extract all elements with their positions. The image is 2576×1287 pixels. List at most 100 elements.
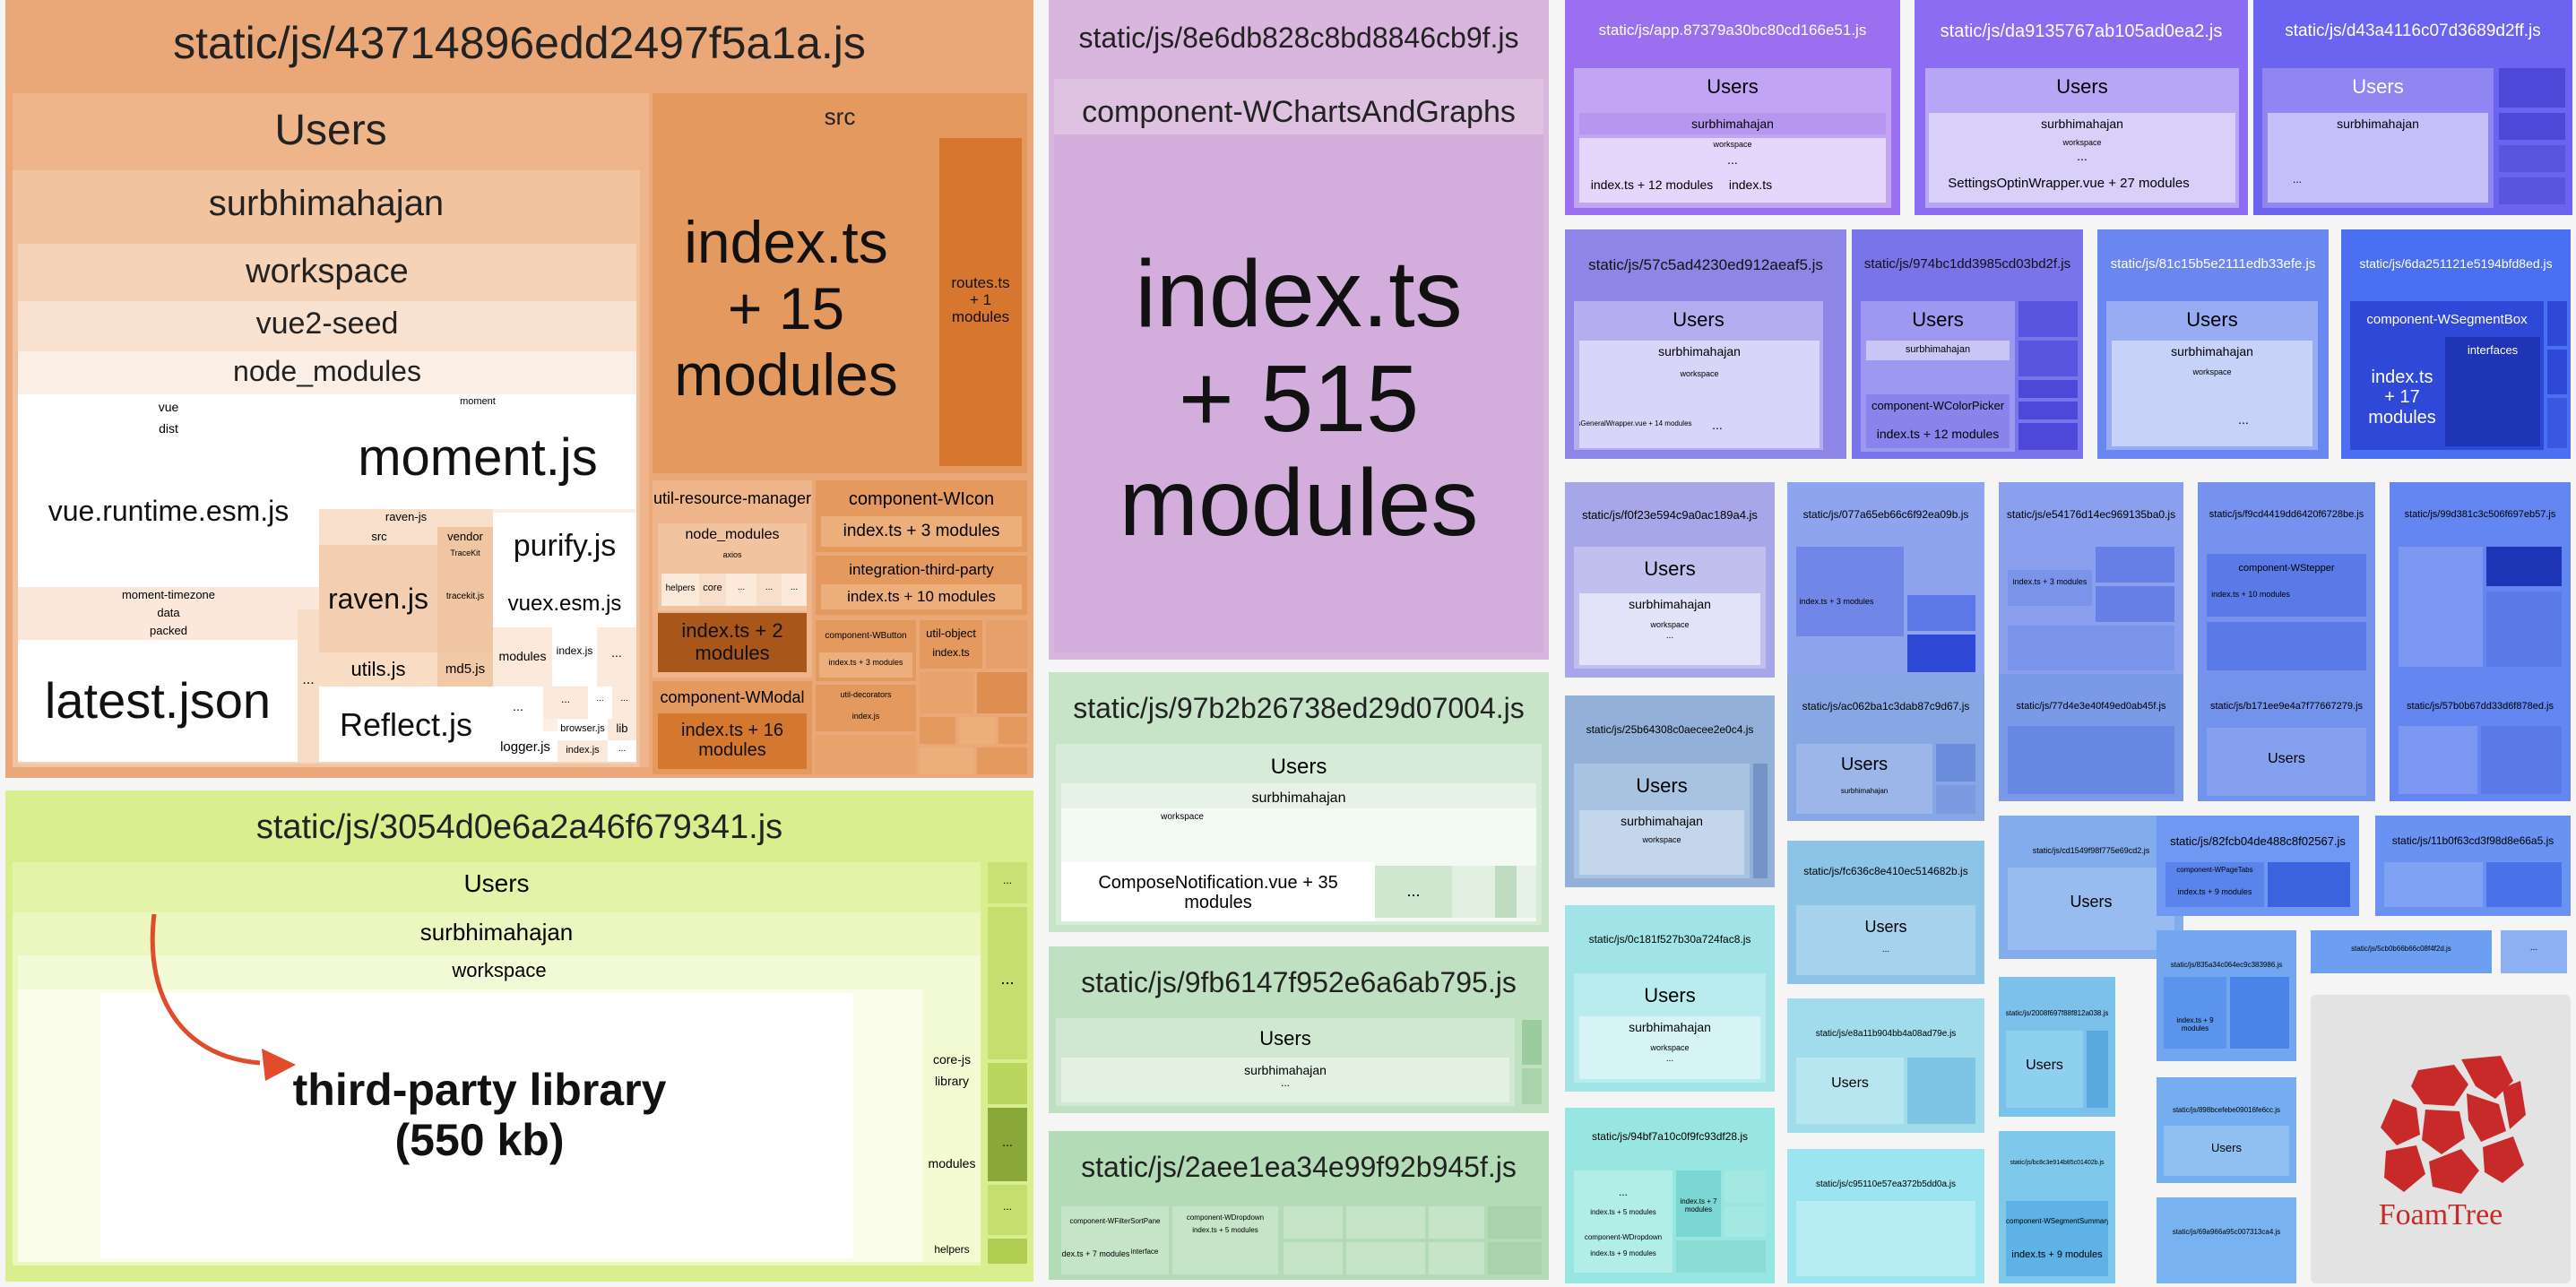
module-browser[interactable]: browser.js — [558, 719, 608, 740]
group-segment-summary[interactable]: component-WSegmentSummary index.ts + 9 m… — [2006, 1201, 2108, 1276]
module-other[interactable] — [988, 1063, 1027, 1104]
module-other[interactable] — [1796, 640, 1904, 672]
module-other[interactable] — [2096, 586, 2174, 622]
module-other[interactable] — [2499, 68, 2565, 108]
module-other[interactable] — [988, 1239, 1027, 1264]
module-other[interactable] — [977, 672, 1027, 713]
module-compose-notification[interactable]: ComposeNotification.vue + 35 modules — [1061, 862, 1375, 921]
module-other[interactable] — [2018, 423, 2078, 450]
module-other[interactable] — [1346, 1206, 1425, 1239]
module-wicon-index[interactable]: index.ts + 3 modules — [821, 516, 1022, 547]
module-vuex[interactable]: vuex.esm.js — [493, 581, 636, 627]
module-other[interactable] — [959, 717, 995, 744]
module-other[interactable]: ... — [597, 627, 636, 687]
module-utils[interactable]: utils.js — [319, 652, 437, 687]
module-other[interactable]: ... — [1375, 866, 1452, 918]
group-users[interactable]: Users — [2164, 1126, 2289, 1176]
module-other[interactable]: ... — [756, 574, 782, 606]
module-index[interactable]: ... index.ts + 5 modules component-WDrop… — [1574, 1170, 1673, 1273]
module-other[interactable] — [1522, 1020, 1542, 1065]
group-surbhimahajan[interactable]: surbhimahajan workspace ... — [1579, 593, 1760, 665]
module-other[interactable] — [2399, 547, 2483, 667]
module-other[interactable]: ... — [612, 687, 636, 719]
module-reflect[interactable]: Reflect.js — [319, 687, 493, 762]
group-surbhimahajan[interactable]: surbhimahajan workspace SettingsGeneralW… — [1579, 341, 1820, 448]
module-other[interactable] — [1284, 1206, 1343, 1239]
module-core[interactable]: core — [699, 574, 726, 606]
module-other[interactable] — [986, 620, 1027, 669]
group-users[interactable]: Users — [2207, 728, 2366, 796]
group-users[interactable]: Users ... — [1796, 905, 1975, 975]
module-other[interactable] — [2384, 862, 2483, 907]
module-other[interactable] — [1907, 635, 1975, 672]
module-other[interactable]: ... — [726, 574, 756, 606]
group-dropdown[interactable]: component-WDropdown index.ts + 5 modules — [1172, 1206, 1278, 1274]
module-vendor[interactable]: vendor TraceKit tracekit.js — [437, 527, 493, 652]
module-other[interactable]: ... — [988, 862, 1027, 903]
module-urm-index[interactable]: index.ts + 2 modules — [658, 613, 807, 672]
group-interfaces[interactable]: interfaces — [2445, 337, 2540, 446]
module-md5[interactable]: md5.js — [437, 652, 493, 687]
module-other[interactable] — [1676, 1240, 1766, 1273]
module-other[interactable] — [1488, 1206, 1542, 1239]
module-other[interactable] — [2207, 622, 2366, 670]
module-other[interactable]: ... — [493, 687, 543, 731]
module-other[interactable] — [920, 747, 973, 774]
module-other[interactable] — [2486, 592, 2562, 667]
module-charts-index[interactable]: index.ts + 515 modules — [1054, 134, 1543, 652]
group-surbhimahajan[interactable]: surbhimahajan — [1866, 341, 2010, 360]
module-other[interactable] — [2096, 547, 2174, 583]
module-other[interactable] — [2481, 726, 2562, 794]
group-surbhimahajan[interactable]: surbhimahajan ... — [1061, 1058, 1509, 1102]
module-index[interactable]: index.ts + 3 modules — [2008, 570, 2092, 606]
module-other[interactable]: ... — [2501, 930, 2567, 973]
group-stepper[interactable]: component-WStepper index.ts + 10 modules — [2207, 554, 2366, 617]
module-moment[interactable]: moment moment.js — [319, 394, 636, 509]
bundle-5cb0[interactable]: static/js/5cb0b66b66c08f4f2d.js — [2311, 930, 2492, 973]
group-surbhimahajan[interactable]: surbhimahajan workspace — [1579, 810, 1744, 875]
module-other[interactable]: ... — [988, 907, 1027, 1059]
module-other[interactable]: ... — [608, 740, 636, 762]
module-index[interactable]: index.js — [558, 740, 608, 762]
bundle-69a9[interactable]: static/js/69a966a95c007313ca4.js — [2157, 1197, 2296, 1283]
module-other[interactable] — [1725, 1170, 1766, 1203]
group-users[interactable]: Users — [1796, 1058, 1904, 1124]
module-wmodal-index[interactable]: index.ts + 16 modules — [658, 713, 807, 769]
module-other[interactable] — [2499, 177, 2565, 204]
module-other[interactable] — [2018, 341, 2078, 376]
module-other[interactable] — [1725, 1206, 1766, 1237]
module-index[interactable]: index.ts + 9 modules — [2164, 977, 2226, 1049]
module-other[interactable] — [2018, 301, 2078, 337]
module-logger[interactable]: logger.js — [493, 731, 558, 762]
module-other[interactable] — [1936, 744, 1975, 782]
group-users[interactable]: Users — [2008, 868, 2174, 950]
module-lib[interactable]: lib — [608, 719, 636, 740]
module-other[interactable] — [1495, 866, 1517, 918]
module-other[interactable] — [2018, 380, 2078, 398]
module-other[interactable] — [2547, 350, 2567, 394]
module-itp-index[interactable]: index.ts + 10 modules — [821, 584, 1022, 609]
module-other[interactable] — [920, 717, 955, 744]
module-other[interactable]: ... — [298, 609, 319, 762]
group-color-picker[interactable]: component-WColorPicker index.ts + 12 mod… — [1866, 394, 2010, 448]
module-other[interactable] — [2499, 145, 2565, 172]
module-other[interactable]: ... — [543, 687, 588, 719]
module-index[interactable]: index.js — [552, 627, 597, 687]
module-other[interactable] — [1517, 866, 1536, 918]
module-other[interactable] — [2499, 113, 2565, 140]
module-other[interactable] — [2399, 726, 2477, 794]
group-surbhimahajan[interactable]: surbhimahajan — [1579, 113, 1886, 134]
module-vue[interactable]: vue dist vue.runtime.esm.js — [18, 394, 319, 587]
module-other[interactable] — [1936, 785, 1975, 814]
module-other[interactable] — [1907, 1058, 1975, 1124]
module-other[interactable]: ... — [988, 1185, 1027, 1235]
group-surbhimahajan[interactable]: surbhimahajan workspace ... SettingsOpti… — [1929, 113, 2235, 203]
module-other[interactable] — [1753, 764, 1768, 878]
module-other[interactable] — [816, 735, 916, 774]
module-other[interactable] — [998, 717, 1027, 744]
group-page-tabs[interactable]: component-WPageTabs index.ts + 9 modules — [2165, 862, 2264, 907]
module-other[interactable] — [1488, 1242, 1542, 1274]
module-other[interactable] — [1346, 1242, 1425, 1274]
group-surbhimahajan[interactable]: surbhimahajan workspace ... — [2112, 341, 2312, 446]
module-helpers[interactable]: helpers — [661, 574, 699, 606]
